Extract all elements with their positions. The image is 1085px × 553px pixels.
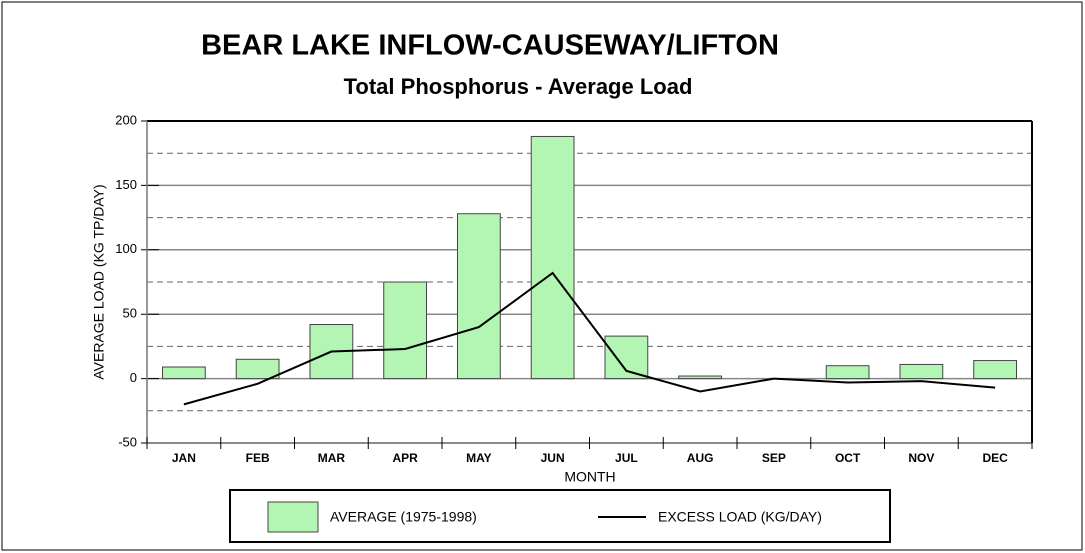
x-axis-label: MONTH [564, 469, 615, 485]
legend [229, 489, 891, 543]
legend-label: EXCESS LOAD (KG/DAY) [658, 509, 822, 525]
x-tick-label: JAN [172, 451, 196, 465]
x-tick-label: JUN [541, 451, 565, 465]
y-axis-label: AVERAGE LOAD (KG TP/DAY) [91, 184, 107, 379]
line [183, 271, 996, 406]
bar [604, 335, 649, 380]
x-tick-label: APR [392, 451, 418, 465]
x-tick-label: MAR [318, 451, 346, 465]
legend-label: AVERAGE (1975-1998) [330, 509, 477, 525]
x-tick-label: FEB [246, 451, 270, 465]
bar [678, 375, 723, 380]
x-tick-label: NOV [908, 451, 934, 465]
legend-swatch [267, 501, 319, 533]
y-tick-label: 200 [115, 112, 137, 127]
y-tick-label: -50 [118, 434, 137, 449]
y-tick-label: 150 [115, 177, 137, 192]
y-tick-label: 0 [130, 370, 137, 385]
bar [530, 135, 575, 380]
x-tick-label: SEP [762, 451, 786, 465]
x-tick-label: OCT [835, 451, 861, 465]
chart-subtitle: Total Phosphorus - Average Load [344, 74, 693, 99]
bar [235, 358, 280, 380]
chart-title: BEAR LAKE INFLOW-CAUSEWAY/LIFTON [201, 30, 779, 62]
x-tick-label: AUG [687, 451, 714, 465]
x-tick-label: DEC [982, 451, 1008, 465]
bar [383, 281, 428, 380]
bar [899, 363, 944, 380]
bar [825, 365, 870, 380]
x-tick-label: JUL [615, 451, 638, 465]
bar [973, 360, 1018, 380]
x-tick-label: MAY [466, 451, 492, 465]
bar [161, 366, 206, 380]
y-tick-label: 50 [123, 306, 137, 321]
bar [456, 213, 501, 380]
y-tick-label: 100 [115, 241, 137, 256]
